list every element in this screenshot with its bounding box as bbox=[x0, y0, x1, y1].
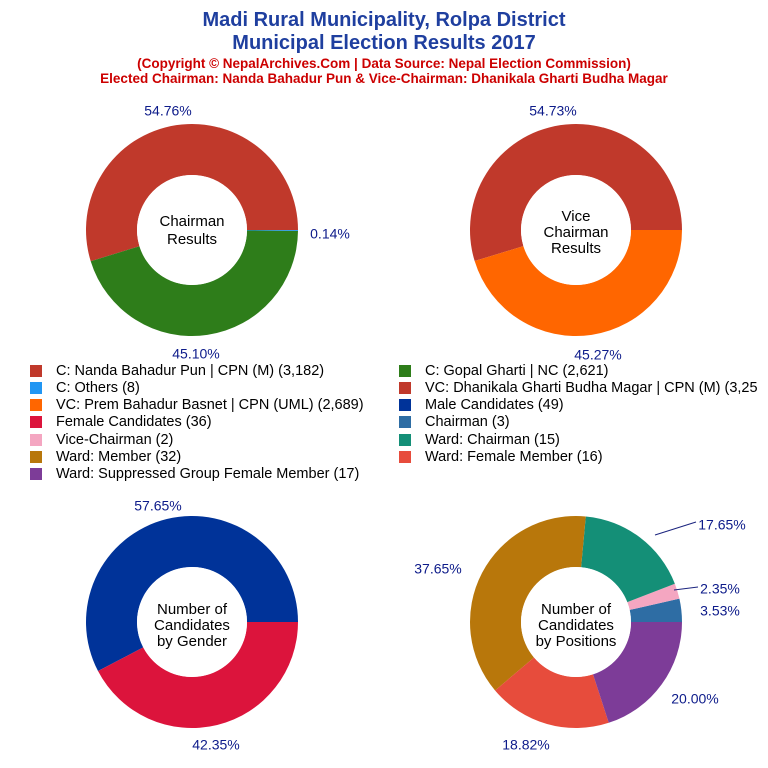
donut-2-slice-1 bbox=[469, 124, 682, 262]
legend-swatch bbox=[30, 381, 42, 394]
donut-2-slice-2 bbox=[474, 230, 682, 337]
legend-swatch bbox=[399, 416, 411, 429]
donut-2-center-label: Results bbox=[551, 240, 601, 257]
donut-1-percent-label-3: 0.14% bbox=[310, 226, 350, 242]
donut-1-hole bbox=[137, 175, 247, 285]
legend-item: VC: Prem Bahadur Basnet | CPN (UML) (2,6… bbox=[30, 397, 364, 414]
donut-4-slice-3 bbox=[581, 516, 675, 603]
legend-label: Ward: Suppressed Group Female Member (17… bbox=[56, 466, 360, 483]
legend-label: Male Candidates (49) bbox=[425, 397, 564, 414]
donut-4-center-label: Candidates bbox=[538, 617, 614, 634]
legend-item: C: Nanda Bahadur Pun | CPN (M) (3,182) bbox=[30, 362, 324, 379]
chart-header: Madi Rural Municipality, Rolpa District … bbox=[0, 0, 768, 86]
donut-3-hole bbox=[137, 567, 247, 677]
legend: C: Nanda Bahadur Pun | CPN (M) (3,182) C:… bbox=[0, 362, 768, 492]
legend-label: Ward: Female Member (16) bbox=[425, 449, 603, 465]
legend-item: Ward: Female Member (16) bbox=[399, 449, 603, 466]
legend-label: Vice-Chairman (2) bbox=[56, 431, 174, 448]
donut-3-center-label: Number of bbox=[157, 601, 228, 618]
legend-swatch bbox=[30, 468, 42, 481]
donut-3-slice-2 bbox=[98, 622, 299, 728]
legend-label: VC: Dhanikala Gharti Budha Magar | CPN (… bbox=[425, 379, 758, 396]
donut-4-hole bbox=[521, 567, 631, 677]
chart-subtitle-copyright: (Copyright © NepalArchives.Com | Data So… bbox=[137, 56, 631, 71]
legend-swatch bbox=[399, 364, 411, 377]
legend-item: Ward: Chairman (15) bbox=[399, 431, 560, 448]
chart-title-line-2: Municipal Election Results 2017 bbox=[232, 32, 536, 54]
legend-label: VC: Prem Bahadur Basnet | CPN (UML) (2,6… bbox=[56, 397, 364, 414]
legend-item: Vice-Chairman (2) bbox=[30, 431, 173, 448]
donut-4-slice-1 bbox=[629, 598, 682, 622]
donut-4-leader-line-3 bbox=[654, 521, 697, 536]
donut-4-percent-label-2: 2.35% bbox=[700, 581, 740, 597]
donut-3-percent-label-2: 42.35% bbox=[192, 737, 239, 753]
legend-item: Male Candidates (49) bbox=[399, 397, 564, 414]
chart-subtitle-elected: Elected Chairman: Nanda Bahadur Pun & Vi… bbox=[100, 71, 668, 86]
donut-3-slice-1 bbox=[86, 516, 298, 671]
donut-2-percent-label-1: 54.73% bbox=[529, 103, 576, 119]
donut-4-slice-2 bbox=[627, 583, 680, 610]
legend-swatch bbox=[30, 451, 42, 463]
legend-item: Ward: Suppressed Group Female Member (17… bbox=[30, 466, 359, 483]
legend-label: Chairman (3) bbox=[425, 414, 510, 431]
donut-1-percent-label-2: 45.10% bbox=[172, 346, 219, 362]
donut-1-percent-label-1: 54.76% bbox=[144, 103, 191, 119]
donut-1-center-label: Chairman bbox=[159, 213, 224, 230]
donut-2-hole bbox=[521, 175, 631, 285]
legend-swatch bbox=[30, 433, 42, 446]
donut-4-center-label: by Positions bbox=[536, 633, 617, 650]
donut-3-center-label: by Gender bbox=[157, 633, 227, 650]
donut-1-center-label: Results bbox=[167, 231, 217, 248]
legend-label: Female Candidates (36) bbox=[56, 414, 212, 431]
legend-item: C: Gopal Gharti | NC (2,621) bbox=[399, 362, 608, 379]
legend-label: Ward: Member (32) bbox=[56, 449, 182, 465]
donut-4-percent-label-5: 18.82% bbox=[502, 737, 549, 753]
legend-label: C: Gopal Gharti | NC (2,621) bbox=[425, 362, 609, 379]
donut-4-percent-label-6: 20.00% bbox=[671, 691, 718, 707]
donut-4-percent-label-3: 17.65% bbox=[698, 517, 745, 533]
legend-item: Ward: Member (32) bbox=[30, 449, 181, 466]
donut-3-center-label: Candidates bbox=[154, 617, 230, 634]
legend-swatch bbox=[399, 399, 411, 412]
legend-label: C: Others (8) bbox=[56, 379, 140, 396]
donut-4-leader-line-2 bbox=[673, 586, 699, 591]
legend-item: C: Others (8) bbox=[30, 379, 140, 396]
donut-4-slice-5 bbox=[495, 657, 609, 728]
legend-label: C: Nanda Bahadur Pun | CPN (M) (3,182) bbox=[56, 362, 325, 379]
legend-item: VC: Dhanikala Gharti Budha Magar | CPN (… bbox=[399, 379, 758, 396]
legend-item: Female Candidates (36) bbox=[30, 414, 212, 431]
legend-swatch bbox=[30, 364, 42, 377]
legend-label: Ward: Chairman (15) bbox=[425, 431, 560, 448]
donut-4-percent-label-1: 3.53% bbox=[700, 603, 740, 619]
legend-swatch bbox=[399, 451, 411, 463]
donut-2-center-label: Chairman bbox=[543, 224, 608, 241]
legend-item: Chairman (3) bbox=[399, 414, 510, 431]
legend-swatch bbox=[399, 381, 411, 394]
legend-swatch bbox=[399, 433, 411, 446]
donut-1-slice-1 bbox=[85, 123, 298, 262]
donut-3-percent-label-1: 57.65% bbox=[134, 498, 181, 514]
donut-4-slice-6 bbox=[592, 622, 682, 723]
donut-2-center-label: Vice bbox=[562, 208, 591, 225]
donut-4-center-label: Number of bbox=[541, 601, 612, 618]
donut-2-percent-label-2: 45.27% bbox=[574, 347, 621, 363]
donut-1-slice-2 bbox=[90, 230, 298, 336]
chart-title-line-1: Madi Rural Municipality, Rolpa District bbox=[202, 9, 566, 31]
donut-4-percent-label-4: 37.65% bbox=[414, 561, 461, 577]
donut-1-slice-3 bbox=[246, 230, 298, 231]
legend-swatch bbox=[30, 416, 42, 429]
donut-4-slice-4 bbox=[469, 515, 586, 691]
legend-swatch bbox=[30, 399, 42, 412]
